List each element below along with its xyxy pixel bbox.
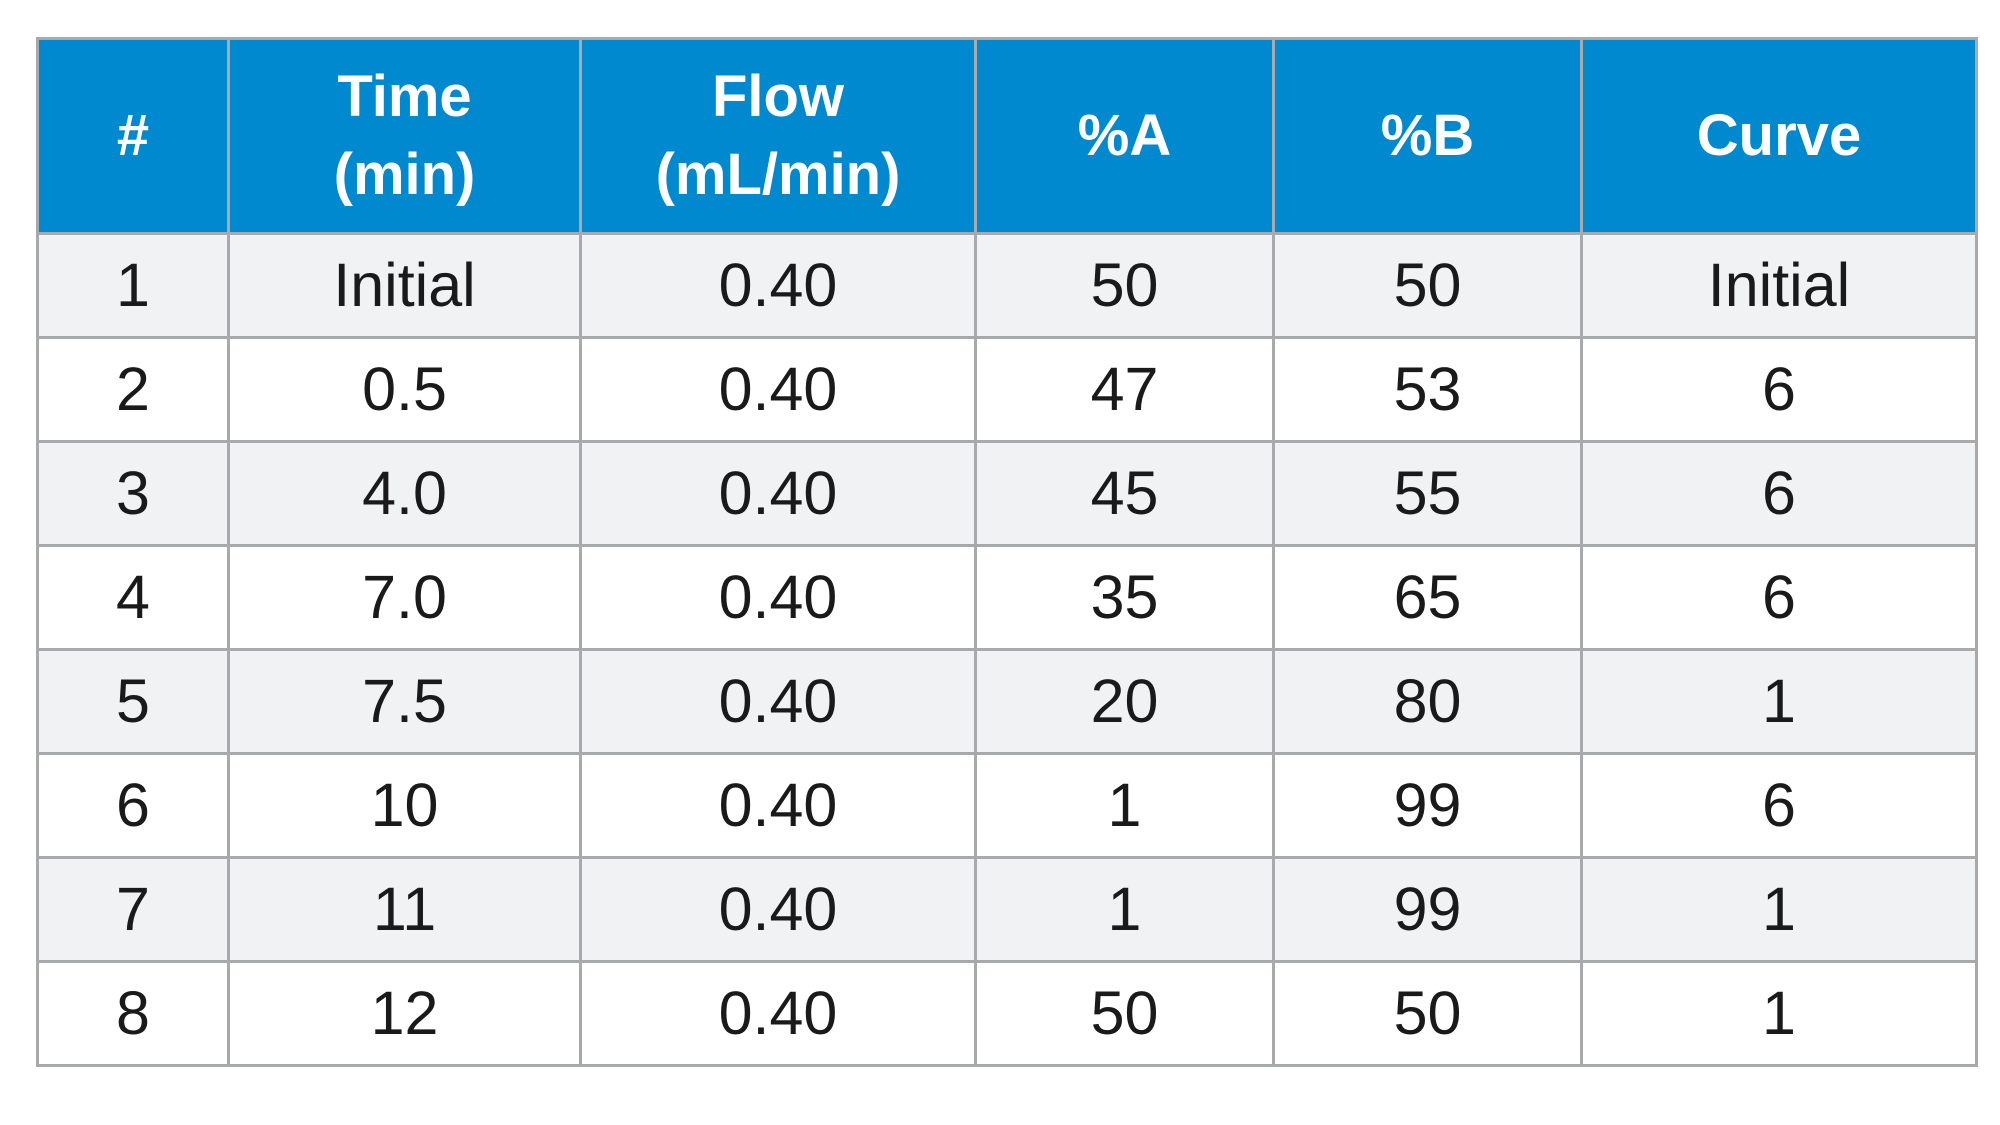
header-row: # Time (min) Flow (mL/min) %A %B Curve (36, 37, 1978, 235)
cell-percent-b: 50 (1272, 960, 1583, 1067)
header-label: %A (1077, 103, 1172, 168)
cell-flow: 0.40 (579, 960, 977, 1067)
cell-percent-a: 45 (974, 440, 1275, 547)
cell-percent-a: 20 (974, 648, 1275, 755)
cell-flow: 0.40 (579, 856, 977, 963)
cell-curve: 1 (1580, 856, 1978, 963)
cell-flow: 0.40 (579, 336, 977, 443)
header-label: # (116, 103, 150, 168)
cell-percent-b: 99 (1272, 752, 1583, 859)
cell-percent-b: 50 (1272, 232, 1583, 339)
table-row: 8 12 0.40 50 50 1 (36, 960, 1978, 1067)
cell-flow: 0.40 (579, 752, 977, 859)
header-unit: (min) (333, 142, 476, 207)
cell-curve: 1 (1580, 648, 1978, 755)
cell-number: 4 (36, 544, 230, 651)
header-label: Time (337, 64, 472, 129)
cell-number: 5 (36, 648, 230, 755)
cell-time: 0.5 (227, 336, 582, 443)
header-label: %B (1380, 103, 1475, 168)
table-row: 7 11 0.40 1 99 1 (36, 856, 1978, 963)
cell-time: Initial (227, 232, 582, 339)
cell-curve: 6 (1580, 336, 1978, 443)
table-row: 2 0.5 0.40 47 53 6 (36, 336, 1978, 443)
cell-flow: 0.40 (579, 544, 977, 651)
cell-number: 2 (36, 336, 230, 443)
cell-percent-a: 1 (974, 752, 1275, 859)
cell-percent-a: 50 (974, 232, 1275, 339)
cell-curve: 6 (1580, 752, 1978, 859)
cell-flow: 0.40 (579, 648, 977, 755)
cell-percent-a: 35 (974, 544, 1275, 651)
table-body: 1 Initial 0.40 50 50 Initial 2 0.5 0.40 … (36, 232, 1978, 1067)
cell-time: 7.0 (227, 544, 582, 651)
cell-percent-a: 1 (974, 856, 1275, 963)
cell-number: 3 (36, 440, 230, 547)
header-cell-time: Time (min) (227, 37, 582, 235)
cell-time: 4.0 (227, 440, 582, 547)
table-row: 3 4.0 0.40 45 55 6 (36, 440, 1978, 547)
table-row: 5 7.5 0.40 20 80 1 (36, 648, 1978, 755)
cell-curve: 6 (1580, 544, 1978, 651)
cell-time: 11 (227, 856, 582, 963)
table-row: 6 10 0.40 1 99 6 (36, 752, 1978, 859)
header-cell-flow: Flow (mL/min) (579, 37, 977, 235)
cell-number: 8 (36, 960, 230, 1067)
cell-flow: 0.40 (579, 440, 977, 547)
header-cell-percent-a: %A (974, 37, 1275, 235)
cell-percent-b: 99 (1272, 856, 1583, 963)
header-label: Curve (1696, 103, 1862, 168)
cell-curve: 1 (1580, 960, 1978, 1067)
cell-time: 7.5 (227, 648, 582, 755)
cell-percent-b: 53 (1272, 336, 1583, 443)
cell-percent-b: 80 (1272, 648, 1583, 755)
cell-percent-a: 47 (974, 336, 1275, 443)
header-cell-curve: Curve (1580, 37, 1978, 235)
cell-time: 10 (227, 752, 582, 859)
gradient-table-container: # Time (min) Flow (mL/min) %A %B Curve (36, 37, 1978, 1067)
cell-percent-a: 50 (974, 960, 1275, 1067)
cell-percent-b: 65 (1272, 544, 1583, 651)
cell-number: 7 (36, 856, 230, 963)
cell-number: 6 (36, 752, 230, 859)
header-cell-number: # (36, 37, 230, 235)
header-label: Flow (711, 64, 845, 129)
header-unit: (mL/min) (655, 142, 901, 207)
header-cell-percent-b: %B (1272, 37, 1583, 235)
cell-number: 1 (36, 232, 230, 339)
gradient-table: # Time (min) Flow (mL/min) %A %B Curve (36, 37, 1978, 1067)
table-header: # Time (min) Flow (mL/min) %A %B Curve (36, 37, 1978, 235)
cell-flow: 0.40 (579, 232, 977, 339)
cell-percent-b: 55 (1272, 440, 1583, 547)
table-row: 1 Initial 0.40 50 50 Initial (36, 232, 1978, 339)
cell-time: 12 (227, 960, 582, 1067)
cell-curve: Initial (1580, 232, 1978, 339)
cell-curve: 6 (1580, 440, 1978, 547)
table-row: 4 7.0 0.40 35 65 6 (36, 544, 1978, 651)
